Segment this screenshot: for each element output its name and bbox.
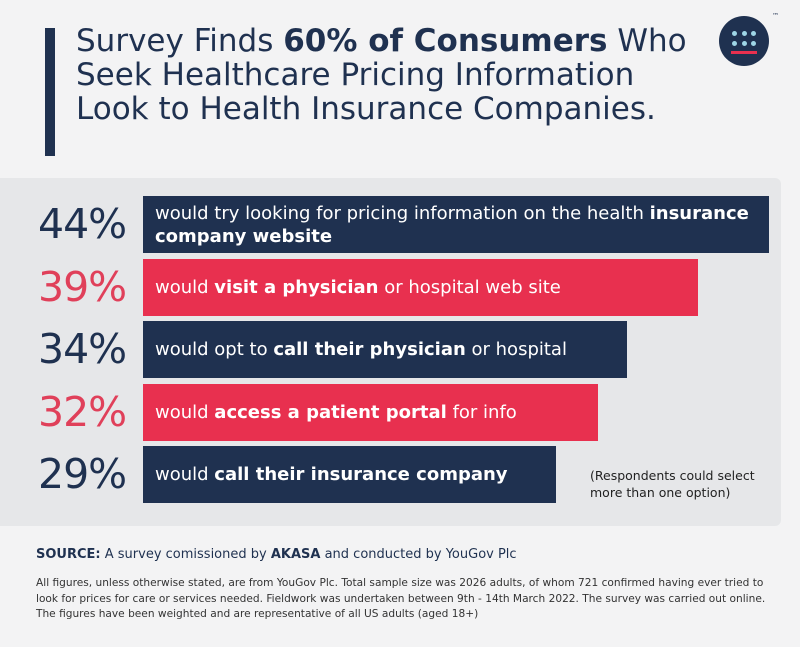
title-accent-bar [45,28,55,156]
akasa-logo-icon [719,16,769,66]
bar: would try looking for pricing informatio… [143,196,769,253]
trademark-symbol: ™ [772,12,779,20]
bar-category-label: would try looking for pricing informatio… [155,202,749,247]
bar-value-label: 32% [38,387,127,436]
bar-value-label: 44% [38,200,127,248]
bar-value-label: 29% [38,450,127,498]
methodology-footnote: All figures, unless otherwise stated, ar… [36,577,766,620]
bar-value-label: 39% [38,262,127,311]
bar-category-label: would access a patient portal for info [155,401,517,423]
bar-category-label: would opt to call their physician or hos… [155,339,567,360]
page-title: Survey Finds 60% of Consumers Who Seek H… [76,23,687,127]
respondents-note: (Respondents could select more than one … [590,468,755,500]
bar-category-label: would call their insurance company [155,464,508,485]
bar: would call their insurance company [143,446,556,503]
bar-value-label: 34% [38,325,127,373]
bar-category-label: would visit a physician or hospital web … [155,276,561,298]
bar: would visit a physician or hospital web … [143,258,698,316]
bar: would access a patient portal for info [143,383,598,441]
bar: would opt to call their physician or hos… [143,321,627,378]
source-line: SOURCE: A survey comissioned by AKASA an… [36,547,517,562]
